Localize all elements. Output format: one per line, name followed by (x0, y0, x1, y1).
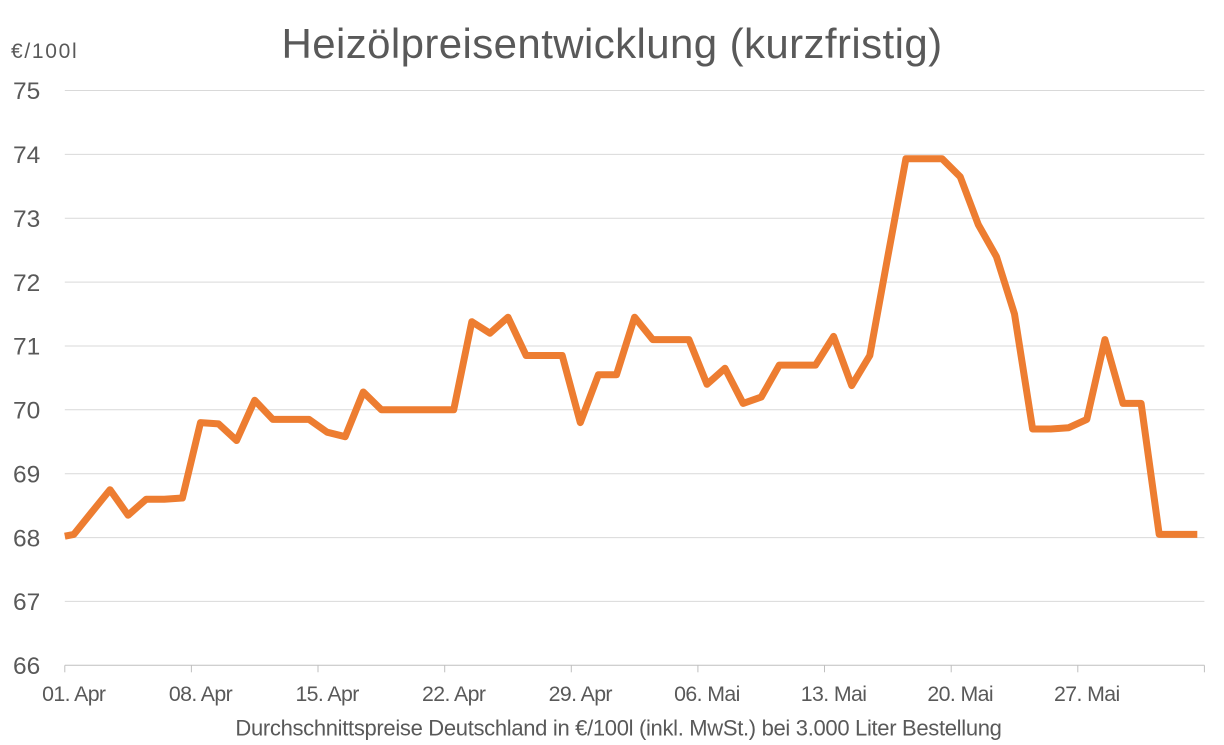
svg-text:29. Apr: 29. Apr (549, 682, 613, 706)
svg-text:75: 75 (13, 78, 40, 105)
svg-text:72: 72 (13, 270, 40, 297)
svg-text:06. Mai: 06. Mai (674, 682, 740, 706)
svg-text:13. Mai: 13. Mai (801, 682, 867, 706)
svg-text:20. Mai: 20. Mai (927, 682, 993, 706)
svg-text:27. Mai: 27. Mai (1054, 682, 1120, 706)
svg-text:08. Apr: 08. Apr (169, 682, 233, 706)
svg-text:74: 74 (13, 142, 40, 169)
svg-text:67: 67 (13, 589, 40, 616)
svg-text:71: 71 (13, 334, 40, 361)
svg-text:22. Apr: 22. Apr (422, 682, 486, 706)
svg-text:01. Apr: 01. Apr (42, 682, 106, 706)
svg-text:69: 69 (13, 461, 40, 488)
svg-text:Durchschnittspreise Deutschlan: Durchschnittspreise Deutschland in €/100… (235, 716, 1001, 741)
svg-text:15. Apr: 15. Apr (295, 682, 359, 706)
svg-text:73: 73 (13, 206, 40, 233)
svg-text:Heizölpreisentwicklung (kurzfr: Heizölpreisentwicklung (kurzfristig) (282, 20, 943, 67)
svg-text:70: 70 (13, 398, 40, 425)
svg-text:66: 66 (13, 653, 40, 680)
svg-text:68: 68 (13, 525, 40, 552)
svg-text:€/100l: €/100l (11, 40, 78, 63)
